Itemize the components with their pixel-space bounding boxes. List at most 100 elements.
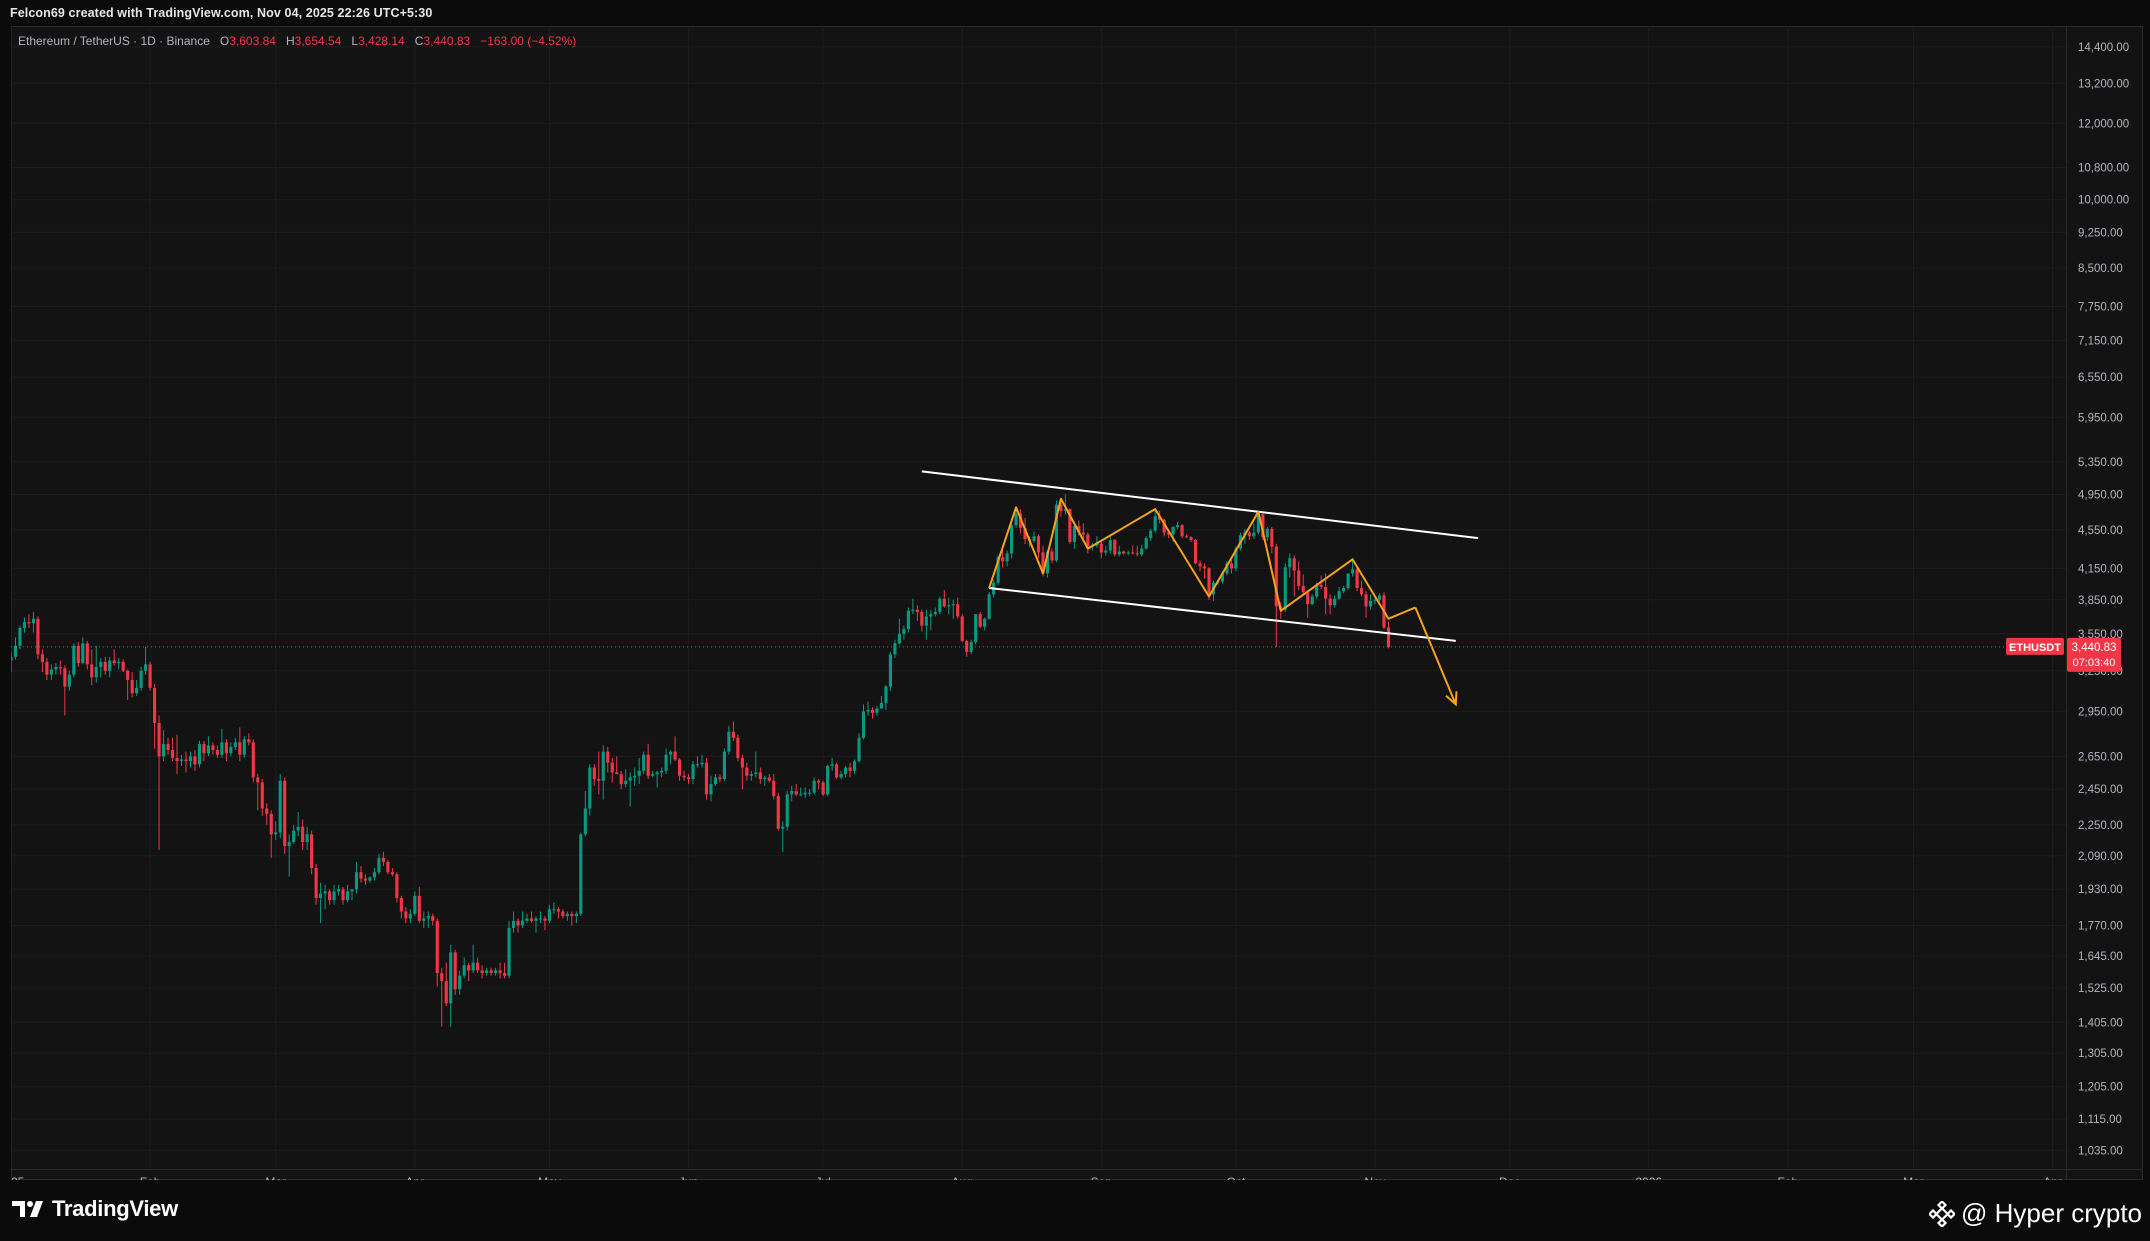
candle-body[interactable] <box>90 664 94 678</box>
candle-body[interactable] <box>884 686 888 703</box>
candle-body[interactable] <box>1193 540 1198 564</box>
candle-body[interactable] <box>547 909 551 921</box>
candle-body[interactable] <box>1288 558 1292 568</box>
candle-body[interactable] <box>413 895 417 914</box>
candle-body[interactable] <box>902 629 906 634</box>
candle-body[interactable] <box>112 660 116 664</box>
candle-body[interactable] <box>193 756 197 765</box>
candle-body[interactable] <box>489 970 493 974</box>
candle-body[interactable] <box>1373 599 1377 601</box>
candle-body[interactable] <box>301 826 305 843</box>
candle-body[interactable] <box>296 826 300 831</box>
candle-body[interactable] <box>1306 592 1310 605</box>
candle-body[interactable] <box>821 782 825 795</box>
candle-body[interactable] <box>1324 586 1328 599</box>
candle-body[interactable] <box>1176 525 1180 528</box>
candle-body[interactable] <box>1301 585 1305 593</box>
candle-body[interactable] <box>206 745 210 754</box>
candle-body[interactable] <box>942 598 946 607</box>
candle-body[interactable] <box>624 780 628 785</box>
candle-body[interactable] <box>709 784 713 795</box>
candle-body[interactable] <box>691 764 695 780</box>
candle-body[interactable] <box>852 761 857 771</box>
candle-body[interactable] <box>197 743 202 765</box>
candle-body[interactable] <box>897 633 901 644</box>
candle-body[interactable] <box>507 927 511 976</box>
candle-body[interactable] <box>1140 548 1144 555</box>
candle-body[interactable] <box>987 594 991 619</box>
candle-body[interactable] <box>1054 504 1059 561</box>
candle-body[interactable] <box>161 743 166 757</box>
candle-body[interactable] <box>58 666 62 669</box>
candle-body[interactable] <box>157 722 161 757</box>
candle-body[interactable] <box>278 780 282 833</box>
candle-body[interactable] <box>686 777 691 780</box>
candle-body[interactable] <box>983 618 987 627</box>
candle-body[interactable] <box>763 777 767 780</box>
candle-body[interactable] <box>94 666 98 678</box>
candle-body[interactable] <box>269 813 273 835</box>
candle-body[interactable] <box>588 767 592 809</box>
candle-body[interactable] <box>700 762 704 765</box>
candle-body[interactable] <box>1001 557 1005 562</box>
candle-body[interactable] <box>673 751 677 760</box>
candle-body[interactable] <box>1014 513 1018 526</box>
candle-body[interactable] <box>153 687 157 723</box>
candle-body[interactable] <box>1045 551 1050 574</box>
candle-body[interactable] <box>1351 569 1355 574</box>
candle-body[interactable] <box>363 878 368 881</box>
candle-body[interactable] <box>242 739 246 755</box>
candle-body[interactable] <box>1095 543 1099 546</box>
candle-body[interactable] <box>170 750 175 758</box>
candle-body[interactable] <box>965 640 969 652</box>
candle-body[interactable] <box>341 889 345 901</box>
candle-body[interactable] <box>372 872 377 878</box>
candle-body[interactable] <box>72 645 76 675</box>
candle-body[interactable] <box>354 872 359 890</box>
candle-body[interactable] <box>332 891 336 901</box>
candle-body[interactable] <box>121 661 125 671</box>
candle-body[interactable] <box>265 808 269 814</box>
candle-body[interactable] <box>292 830 296 843</box>
candle-body[interactable] <box>287 842 291 846</box>
candle-body[interactable] <box>1153 516 1157 531</box>
candle-body[interactable] <box>1319 584 1323 587</box>
candle-body[interactable] <box>538 918 543 920</box>
candle-body[interactable] <box>1099 543 1103 553</box>
candle-body[interactable] <box>1364 594 1368 607</box>
candle-body[interactable] <box>520 920 525 926</box>
candle-body[interactable] <box>274 832 278 835</box>
candle-body[interactable] <box>722 751 726 780</box>
candle-body[interactable] <box>870 709 875 713</box>
candle-body[interactable] <box>54 666 58 670</box>
candle-body[interactable] <box>238 742 242 755</box>
candle-body[interactable] <box>1189 537 1193 541</box>
candle-body[interactable] <box>565 913 569 917</box>
candle-body[interactable] <box>875 708 879 713</box>
candle-body[interactable] <box>1261 514 1265 538</box>
candle-body[interactable] <box>933 611 937 615</box>
candle-body[interactable] <box>915 609 919 612</box>
candle-body[interactable] <box>377 857 381 873</box>
candle-body[interactable] <box>1342 587 1346 592</box>
candle-body[interactable] <box>664 754 668 771</box>
candle-body[interactable] <box>812 780 816 793</box>
candle-body[interactable] <box>22 622 27 628</box>
candle-body[interactable] <box>251 742 255 778</box>
candle-body[interactable] <box>368 877 372 881</box>
candle-body[interactable] <box>426 916 430 919</box>
candle-body[interactable] <box>534 918 538 921</box>
candle-body[interactable] <box>637 770 641 776</box>
candle-body[interactable] <box>682 775 686 778</box>
candle-body[interactable] <box>583 808 587 835</box>
candle-body[interactable] <box>1077 526 1081 533</box>
candle-body[interactable] <box>960 616 964 641</box>
candle-body[interactable] <box>1368 600 1373 607</box>
candle-body[interactable] <box>736 737 740 758</box>
candle-body[interactable] <box>305 834 309 843</box>
candle-body[interactable] <box>310 834 314 869</box>
candle-body[interactable] <box>395 874 399 898</box>
candle-body[interactable] <box>1063 509 1067 511</box>
candle-body[interactable] <box>826 765 830 795</box>
candle-body[interactable] <box>655 772 659 775</box>
